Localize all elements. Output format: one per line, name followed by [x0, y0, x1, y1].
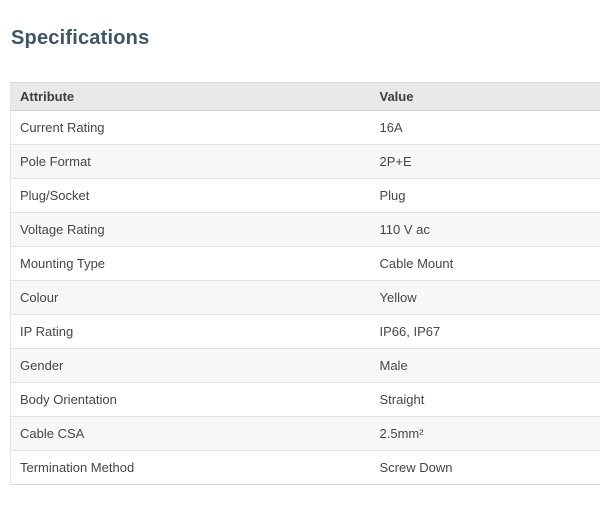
table-row: IP Rating IP66, IP67	[10, 314, 600, 349]
value-cell: 16A	[370, 110, 600, 145]
table-body: Current Rating 16A Pole Format 2P+E Plug/Soc…	[10, 110, 600, 485]
attribute-cell: Plug/Socket	[10, 178, 371, 213]
table-row: Plug/Socket Plug	[10, 178, 600, 213]
table-row: Cable CSA 2.5mm²	[10, 416, 600, 451]
attribute-column-header: Attribute	[10, 82, 371, 111]
value-cell: Male	[370, 348, 600, 383]
table-row: Gender Male	[10, 348, 600, 383]
attribute-cell: Body Orientation	[10, 382, 371, 417]
value-cell: Plug	[370, 178, 600, 213]
value-column-header: Value	[370, 82, 600, 111]
specifications-table: Attribute Value Current Rating 16A Pole Fo…	[10, 82, 600, 485]
table-row: Body Orientation Straight	[10, 382, 600, 417]
attribute-cell: Voltage Rating	[10, 212, 371, 247]
attribute-cell: Mounting Type	[10, 246, 371, 281]
attribute-cell: Pole Format	[10, 144, 371, 179]
table-row: Termination Method Screw Down	[10, 450, 600, 485]
value-cell: Yellow	[370, 280, 600, 315]
table-row: Current Rating 16A	[10, 110, 600, 145]
attribute-cell: Termination Method	[20, 460, 135, 475]
attribute-cell: Current Rating	[10, 110, 371, 145]
value-cell: 2P+E	[370, 144, 600, 179]
table-header-row: Attribute Value	[10, 82, 600, 111]
value-cell: 110 V ac	[370, 212, 600, 247]
table-row: Mounting Type Cable Mount	[10, 246, 600, 281]
value-cell: Cable Mount	[370, 246, 600, 281]
table-row: Voltage Rating 110 V ac	[10, 212, 600, 247]
attribute-cell: IP Rating	[10, 314, 371, 349]
table-row: Colour Yellow	[10, 280, 600, 315]
value-cell: IP66, IP67	[370, 314, 600, 349]
value-cell: 2.5mm²	[370, 416, 600, 451]
attribute-cell: Colour	[10, 280, 371, 315]
attribute-cell: Gender	[10, 348, 371, 383]
value-cell: Screw Down	[379, 460, 453, 475]
table-row: Pole Format 2P+E	[10, 144, 600, 179]
attribute-cell: Cable CSA	[10, 416, 371, 451]
page-title: Specifications	[11, 27, 150, 49]
value-cell: Straight	[370, 382, 600, 417]
